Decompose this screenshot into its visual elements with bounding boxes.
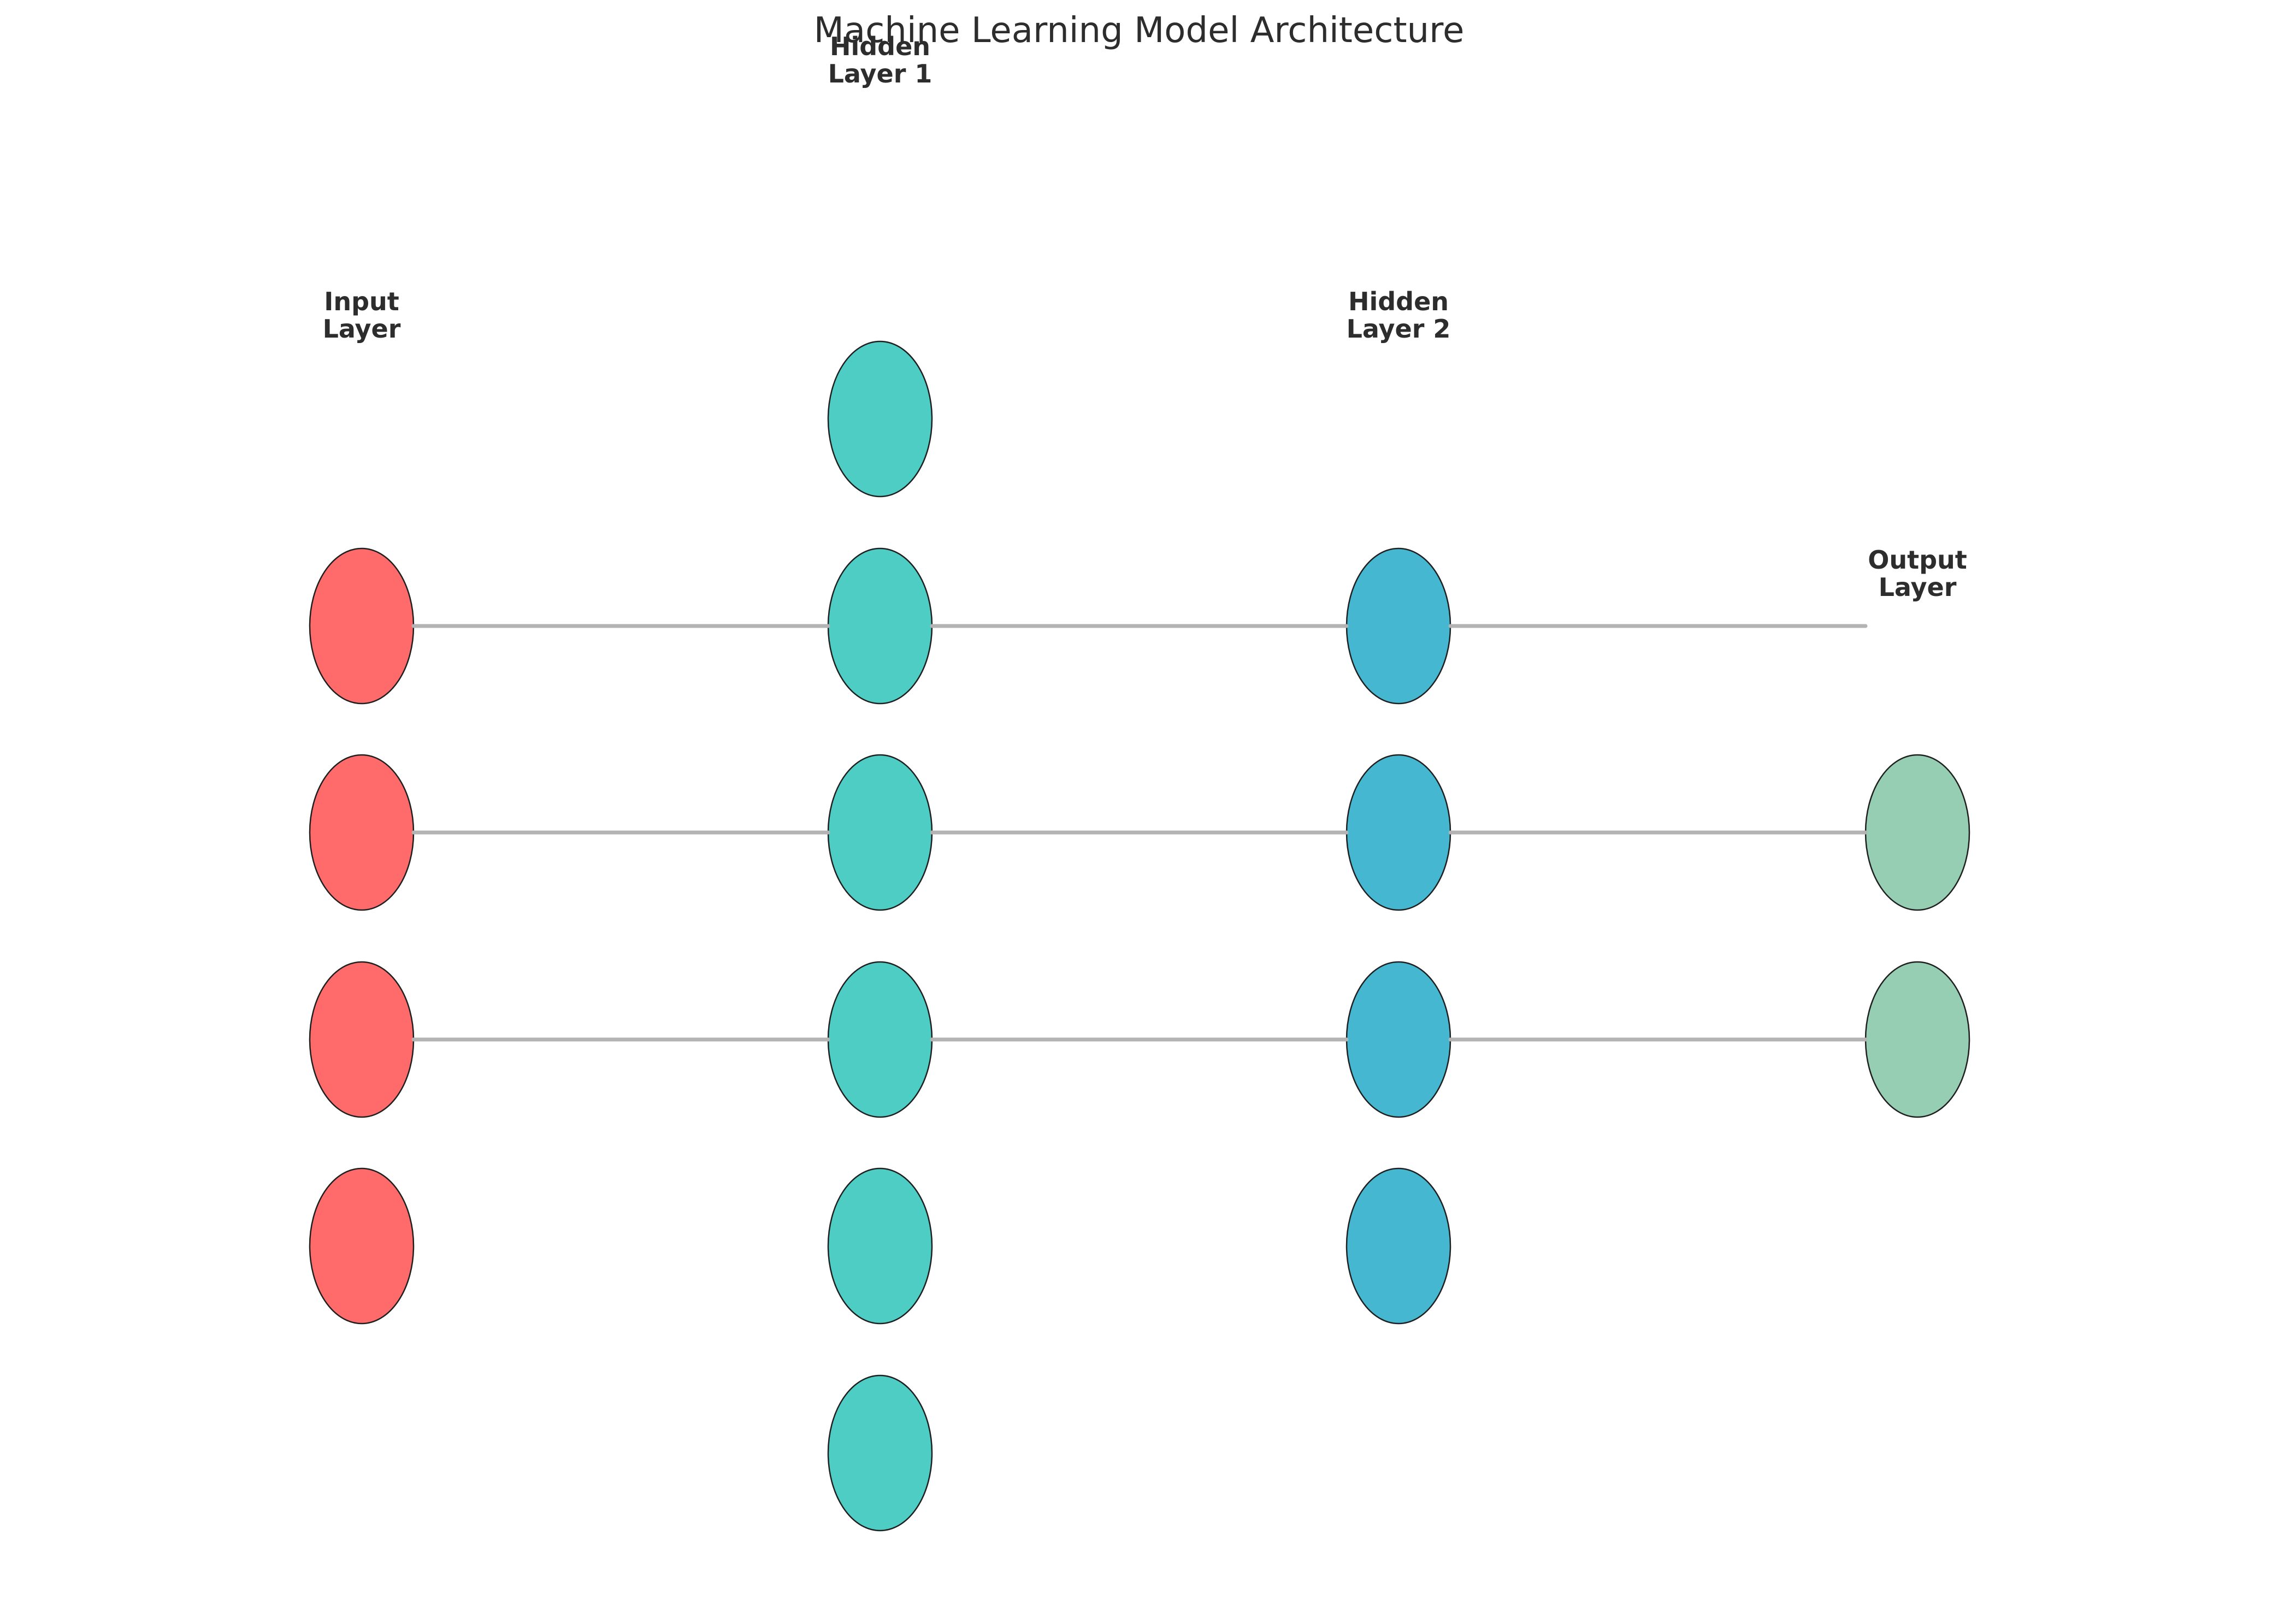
node-hidden2-4 [1345,1167,1451,1325]
node-input-3 [309,961,415,1118]
node-hidden2-3 [1345,961,1451,1118]
node-input-2 [309,754,415,911]
node-hidden1-5 [827,1167,933,1325]
node-hidden1-1 [827,340,933,498]
node-output-2 [1864,961,1970,1118]
node-hidden2-1 [1345,547,1451,705]
node-hidden2-2 [1345,754,1451,911]
node-input-4 [309,1167,415,1325]
node-input-1 [309,547,415,705]
node-output-1 [1864,754,1970,911]
node-hidden1-6 [827,1374,933,1532]
node-hidden1-4 [827,961,933,1118]
node-hidden1-3 [827,754,933,911]
node-hidden1-2 [827,547,933,705]
